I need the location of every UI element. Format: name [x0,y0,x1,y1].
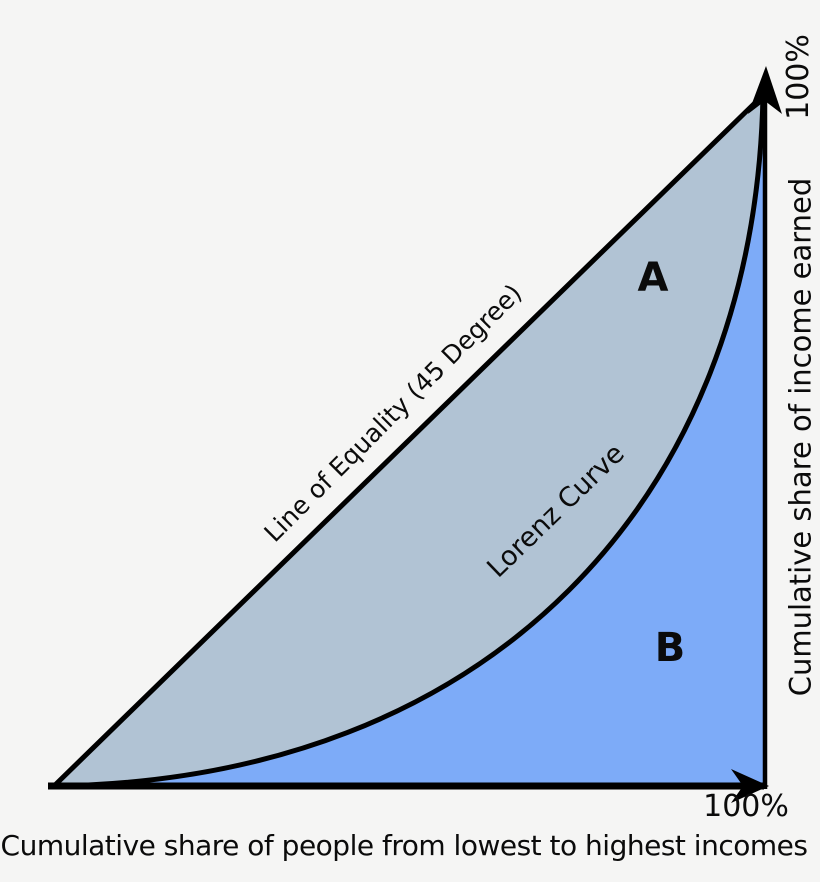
region-a-label: A [637,255,669,301]
x-axis-arrow-icon [731,769,769,803]
y-axis-arrow-icon [748,66,782,114]
line-of-equality [51,96,762,789]
y-axis-max-tick-label: 100% [781,34,816,120]
region-b-area [54,95,763,786]
region-b-label: B [654,625,686,671]
x-axis-max-tick-label: 100% [703,789,789,824]
lorenz-curve-line [51,92,766,789]
y-axis-title: Cumulative share of income earned [783,177,818,697]
x-axis-title: Cumulative share of people from lowest t… [0,829,808,862]
